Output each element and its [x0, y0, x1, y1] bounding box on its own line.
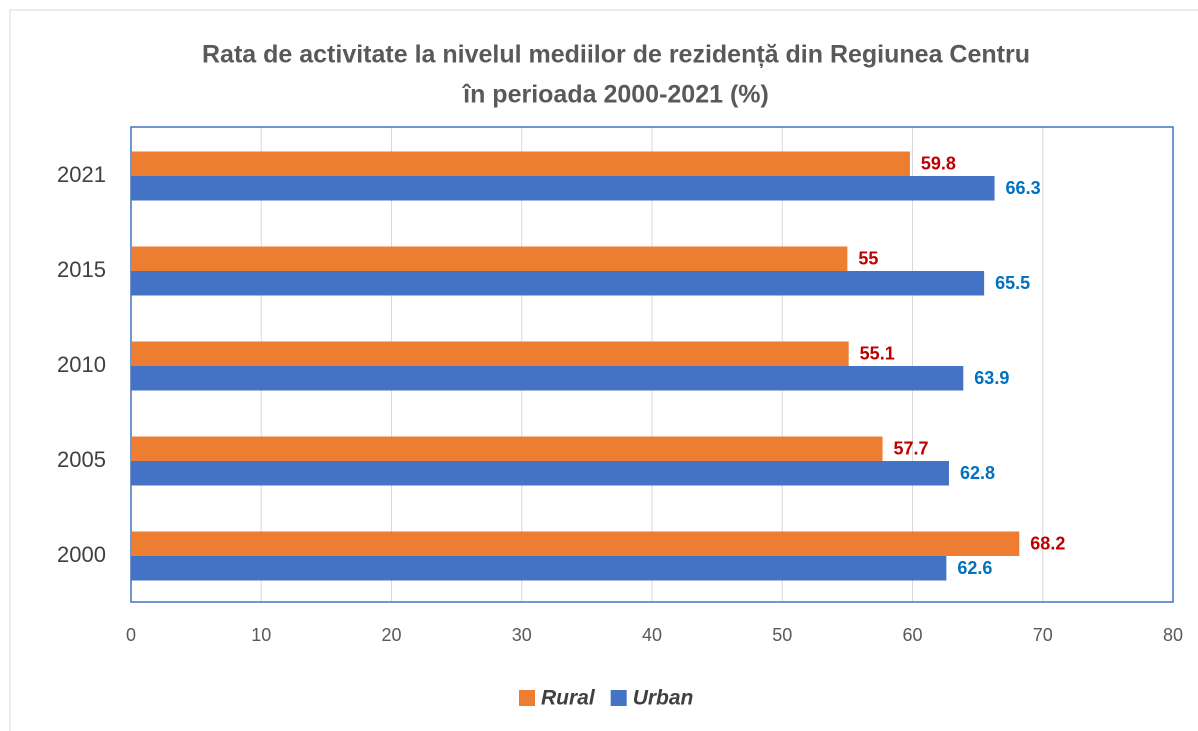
legend-swatch [519, 690, 535, 706]
x-tick-label: 80 [1163, 625, 1183, 645]
bar [131, 151, 910, 176]
x-tick-label: 60 [902, 625, 922, 645]
y-tick-label: 2015 [57, 257, 106, 282]
y-tick-label: 2021 [57, 162, 106, 187]
x-tick-label: 50 [772, 625, 792, 645]
x-tick-label: 10 [251, 625, 271, 645]
data-label: 55.1 [860, 344, 895, 364]
chart-title: în perioada 2000-2021 (%) [461, 81, 769, 109]
bar [131, 436, 883, 461]
bar [131, 341, 849, 366]
x-tick-label: 20 [381, 625, 401, 645]
bar [131, 271, 985, 296]
x-tick-label: 0 [126, 625, 136, 645]
y-tick-label: 2005 [57, 447, 106, 472]
chart-title: Rata de activitate la nivelul mediilor d… [202, 41, 1030, 69]
data-label: 65.5 [995, 273, 1030, 293]
y-tick-label: 2010 [57, 352, 106, 377]
legend-swatch [610, 690, 627, 706]
x-tick-label: 40 [642, 625, 662, 645]
bar [131, 246, 848, 271]
bar [131, 531, 1020, 556]
data-label: 55 [858, 249, 878, 269]
x-tick-label: 30 [512, 625, 532, 645]
bar [131, 556, 947, 581]
data-label: 63.9 [974, 368, 1009, 388]
data-label: 68.2 [1030, 534, 1065, 554]
data-label: 59.8 [921, 154, 956, 174]
legend-label: Urban [633, 687, 694, 710]
data-label: 62.8 [960, 463, 995, 483]
data-label: 66.3 [1006, 178, 1041, 198]
bar [131, 366, 964, 391]
data-label: 57.7 [894, 439, 929, 459]
data-label: 62.6 [957, 558, 992, 578]
legend-label: Rural [541, 687, 596, 710]
y-tick-label: 2000 [57, 542, 106, 567]
bar [131, 461, 949, 486]
bar [131, 176, 995, 201]
x-tick-label: 70 [1033, 625, 1053, 645]
